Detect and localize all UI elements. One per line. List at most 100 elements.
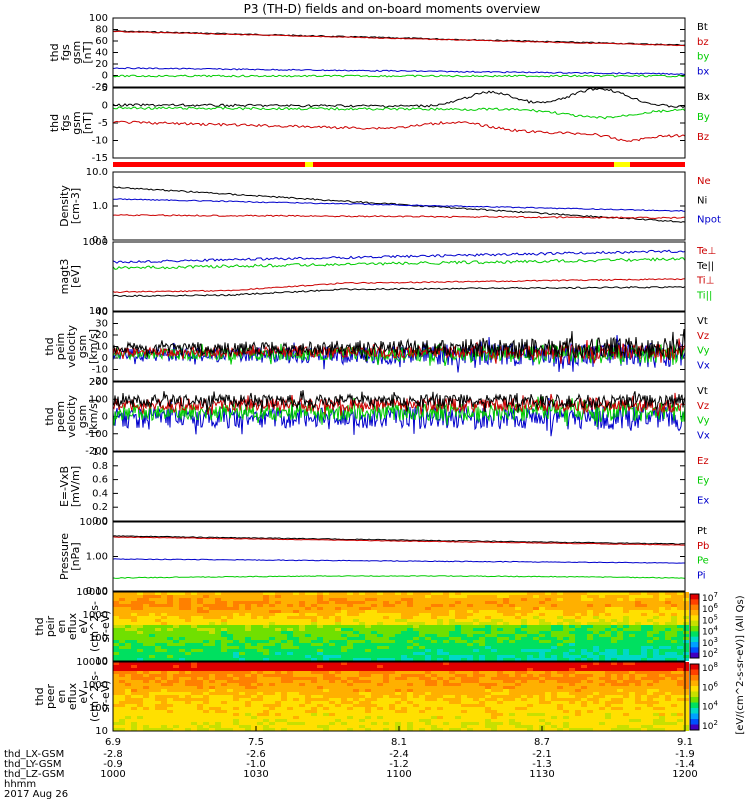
spectrogram-cell <box>191 616 197 619</box>
spectrogram-cell <box>479 698 485 701</box>
spectrogram-cell <box>491 595 497 598</box>
spectrogram-cell <box>137 628 143 631</box>
spectrogram-cell <box>497 598 503 601</box>
spectrogram-cell <box>515 649 521 652</box>
spectrogram-cell <box>599 595 605 598</box>
spectrogram-cell <box>389 695 395 698</box>
spectrogram-cell <box>443 701 449 704</box>
spectrogram-cell <box>227 728 233 731</box>
spectrogram-cell <box>449 643 455 646</box>
spectrogram-cell <box>383 695 389 698</box>
spectrogram-cell <box>359 628 365 631</box>
spectrogram-cell <box>197 686 203 689</box>
spectrogram-cell <box>545 598 551 601</box>
series-Bz <box>112 120 686 143</box>
spectrogram-cell <box>227 628 233 631</box>
spectrogram-cell <box>155 698 161 701</box>
spectrogram-cell <box>581 619 587 622</box>
spectrogram-cell <box>677 658 683 661</box>
spectrogram-cell <box>593 613 599 616</box>
spectrogram-cell <box>683 665 689 668</box>
spectrogram-cell <box>557 610 563 613</box>
spectrogram-cell <box>551 683 557 686</box>
spectrogram-cell <box>251 637 257 640</box>
spectrogram-cell <box>269 637 275 640</box>
spectrogram-cell <box>137 646 143 649</box>
spectrogram-cell <box>305 592 311 595</box>
spectrogram-cell <box>209 607 215 610</box>
spectrogram-cell <box>593 707 599 710</box>
spectrogram-cell <box>149 698 155 701</box>
spectrogram-cell <box>515 677 521 680</box>
spectrogram-cell <box>401 592 407 595</box>
spectrogram-cell <box>287 695 293 698</box>
spectrogram-cell <box>389 613 395 616</box>
spectrogram-cell <box>455 613 461 616</box>
spectrogram-cell <box>287 604 293 607</box>
spectrogram-cell <box>527 722 533 725</box>
spectrogram-cell <box>545 592 551 595</box>
spectrogram-cell <box>143 598 149 601</box>
spectrogram-cell <box>389 698 395 701</box>
spectrogram-cell <box>629 677 635 680</box>
spectrogram-cell <box>269 655 275 658</box>
spectrogram-cell <box>629 595 635 598</box>
spectrogram-cell <box>395 658 401 661</box>
spectrogram-cell <box>215 598 221 601</box>
spectrogram-cell <box>299 616 305 619</box>
spectrogram-cell <box>281 683 287 686</box>
spectrogram-cell <box>119 625 125 628</box>
spectrogram-cell <box>245 698 251 701</box>
spectrogram-cell <box>239 610 245 613</box>
spectrogram-cell <box>191 622 197 625</box>
spectrogram-cell <box>335 698 341 701</box>
spectrogram-cell <box>467 646 473 649</box>
spectrogram-cell <box>461 625 467 628</box>
spectrogram-cell <box>125 698 131 701</box>
spectrogram-cell <box>533 625 539 628</box>
spectrogram-cell <box>599 640 605 643</box>
x-tick-label: 7.5 <box>248 737 264 748</box>
spectrogram-cell <box>155 637 161 640</box>
spectrogram-cell <box>335 677 341 680</box>
spectrogram-cell <box>413 631 419 634</box>
spectrogram-cell <box>293 655 299 658</box>
spectrogram-cell <box>647 595 653 598</box>
spectrogram-cell <box>371 649 377 652</box>
spectrogram-cell <box>371 662 377 665</box>
spectrogram-cell <box>563 707 569 710</box>
spectrogram-cell <box>329 662 335 665</box>
spectrogram-cell <box>557 601 563 604</box>
spectrogram-cell <box>491 646 497 649</box>
spectrogram-cell <box>263 668 269 671</box>
spectrogram-cell <box>503 722 509 725</box>
ephemeris-value: -1.0 <box>246 759 266 770</box>
spectrogram-cell <box>317 716 323 719</box>
spectrogram-cell <box>509 683 515 686</box>
spectrogram-cell <box>335 695 341 698</box>
spectrogram-cell <box>299 710 305 713</box>
spectrogram-cell <box>353 655 359 658</box>
spectrogram-cell <box>185 701 191 704</box>
spectrogram-cell <box>479 619 485 622</box>
spectrogram-cell <box>377 625 383 628</box>
spectrogram-cell <box>299 680 305 683</box>
spectrogram-cell <box>521 607 527 610</box>
spectrogram-cell <box>185 692 191 695</box>
spectrogram-cell <box>119 704 125 707</box>
spectrogram-cell <box>173 604 179 607</box>
spectrogram-cell <box>161 616 167 619</box>
spectrogram-cell <box>587 701 593 704</box>
spectrogram-cell <box>437 725 443 728</box>
spectrogram-cell <box>251 695 257 698</box>
spectrogram-cell <box>305 692 311 695</box>
spectrogram-cell <box>389 658 395 661</box>
spectrogram-cell <box>533 680 539 683</box>
spectrogram-cell <box>683 680 689 683</box>
spectrogram-cell <box>155 652 161 655</box>
spectrogram-cell <box>353 625 359 628</box>
spectrogram-cell <box>341 704 347 707</box>
spectrogram-cell <box>407 677 413 680</box>
spectrogram-cell <box>617 604 623 607</box>
spectrogram-cell <box>113 619 119 622</box>
